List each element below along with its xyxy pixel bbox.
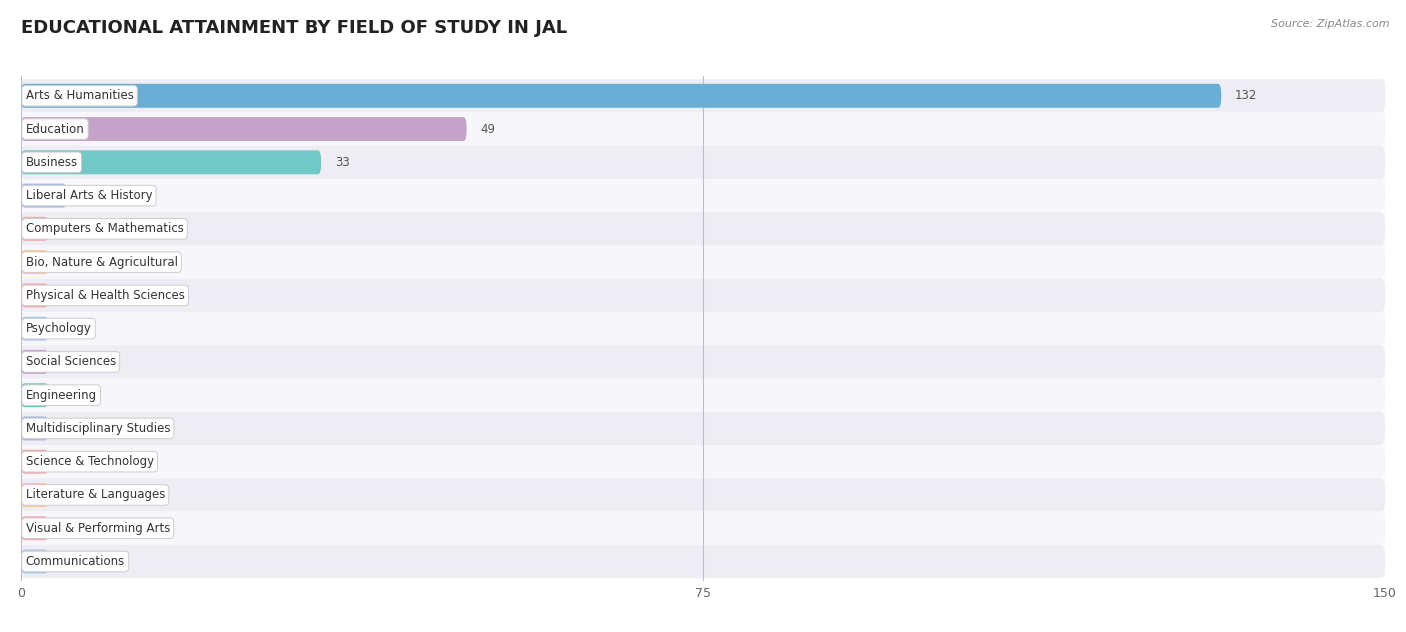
Text: Business: Business: [25, 156, 77, 169]
FancyBboxPatch shape: [21, 312, 1385, 345]
Text: Arts & Humanities: Arts & Humanities: [25, 89, 134, 102]
FancyBboxPatch shape: [21, 184, 66, 207]
Text: Bio, Nature & Agricultural: Bio, Nature & Agricultural: [25, 255, 177, 269]
Text: Multidisciplinary Studies: Multidisciplinary Studies: [25, 422, 170, 435]
FancyBboxPatch shape: [21, 250, 48, 274]
Text: 0: 0: [62, 555, 69, 568]
Text: 0: 0: [62, 255, 69, 269]
Text: 5: 5: [80, 189, 87, 202]
FancyBboxPatch shape: [21, 450, 48, 473]
FancyBboxPatch shape: [21, 412, 1385, 445]
Text: 132: 132: [1234, 89, 1257, 102]
FancyBboxPatch shape: [21, 245, 1385, 279]
Text: 49: 49: [481, 123, 495, 135]
Text: Literature & Languages: Literature & Languages: [25, 489, 165, 501]
FancyBboxPatch shape: [21, 416, 48, 441]
Text: Computers & Mathematics: Computers & Mathematics: [25, 222, 184, 235]
Text: 0: 0: [62, 389, 69, 402]
FancyBboxPatch shape: [21, 445, 1385, 478]
FancyBboxPatch shape: [21, 383, 48, 407]
Text: Social Sciences: Social Sciences: [25, 355, 115, 368]
Text: 0: 0: [62, 422, 69, 435]
Text: 0: 0: [62, 522, 69, 535]
Text: 0: 0: [62, 355, 69, 368]
FancyBboxPatch shape: [21, 150, 321, 174]
Text: 0: 0: [62, 222, 69, 235]
FancyBboxPatch shape: [21, 345, 1385, 379]
FancyBboxPatch shape: [21, 483, 48, 507]
FancyBboxPatch shape: [21, 279, 1385, 312]
FancyBboxPatch shape: [21, 179, 1385, 212]
FancyBboxPatch shape: [21, 379, 1385, 412]
Text: Visual & Performing Arts: Visual & Performing Arts: [25, 522, 170, 535]
Text: Education: Education: [25, 123, 84, 135]
Text: 0: 0: [62, 289, 69, 302]
FancyBboxPatch shape: [21, 212, 1385, 245]
Text: EDUCATIONAL ATTAINMENT BY FIELD OF STUDY IN JAL: EDUCATIONAL ATTAINMENT BY FIELD OF STUDY…: [21, 19, 567, 37]
Text: 33: 33: [335, 156, 350, 169]
Text: Psychology: Psychology: [25, 322, 91, 335]
FancyBboxPatch shape: [21, 112, 1385, 146]
FancyBboxPatch shape: [21, 79, 1385, 112]
FancyBboxPatch shape: [21, 478, 1385, 511]
Text: Communications: Communications: [25, 555, 125, 568]
FancyBboxPatch shape: [21, 217, 48, 241]
Text: Physical & Health Sciences: Physical & Health Sciences: [25, 289, 184, 302]
Text: Engineering: Engineering: [25, 389, 97, 402]
Text: 0: 0: [62, 455, 69, 468]
FancyBboxPatch shape: [21, 84, 1222, 108]
Text: Liberal Arts & History: Liberal Arts & History: [25, 189, 152, 202]
FancyBboxPatch shape: [21, 283, 48, 307]
FancyBboxPatch shape: [21, 146, 1385, 179]
FancyBboxPatch shape: [21, 350, 48, 374]
Text: Science & Technology: Science & Technology: [25, 455, 153, 468]
FancyBboxPatch shape: [21, 317, 48, 341]
Text: Source: ZipAtlas.com: Source: ZipAtlas.com: [1271, 19, 1389, 29]
FancyBboxPatch shape: [21, 545, 1385, 578]
FancyBboxPatch shape: [21, 516, 48, 540]
Text: 0: 0: [62, 489, 69, 501]
FancyBboxPatch shape: [21, 511, 1385, 545]
FancyBboxPatch shape: [21, 117, 467, 141]
Text: 0: 0: [62, 322, 69, 335]
FancyBboxPatch shape: [21, 549, 48, 573]
